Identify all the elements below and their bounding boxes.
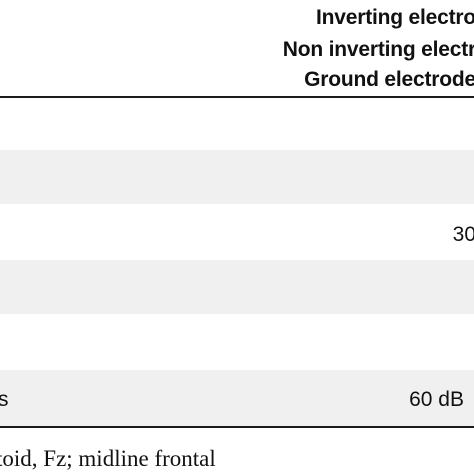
header-inverting-electrode: Inverting electro [316,6,474,29]
header-non-inverting-electrode: Non inverting electr [282,38,474,61]
table-row-band [0,260,474,314]
header-ground-electrode: Ground electrode [304,68,474,91]
table-cell-label: s [0,388,9,411]
header-bottom-rule [0,96,474,98]
table-cell-value: 60 dB [409,388,464,411]
table-row-band [0,370,474,426]
table-cell-value: 30 [452,223,474,246]
table-bottom-rule [0,426,474,428]
table-footnote: toid, Fz; midline frontal [0,446,216,471]
table-row-band [0,150,474,204]
